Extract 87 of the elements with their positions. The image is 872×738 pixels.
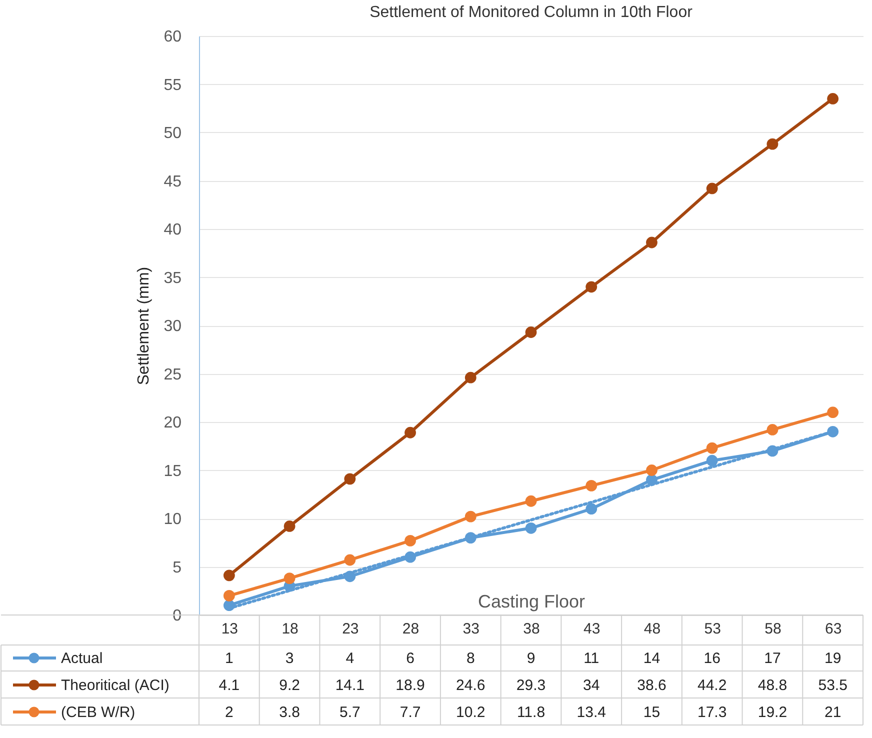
y-tick-label: 10 — [164, 511, 182, 528]
legend-label: Actual — [61, 650, 103, 667]
y-tick-label: 15 — [164, 462, 182, 480]
point — [586, 480, 598, 492]
point — [464, 510, 476, 522]
data-label: 15 — [643, 704, 660, 721]
x-tick-label: 23 — [342, 620, 359, 638]
y-tick-label: 50 — [164, 125, 182, 142]
data-label: 17 — [764, 650, 781, 667]
data-label: 44.2 — [697, 677, 727, 694]
data-label: 17.3 — [697, 704, 727, 721]
data-label: 6 — [406, 650, 414, 667]
x-tick-label: 48 — [644, 620, 661, 638]
data-label: 2 — [225, 704, 234, 721]
legend-label: Theoritical (ACI) — [61, 677, 170, 694]
y-tick-label: 5 — [172, 559, 182, 576]
data-label: 19 — [824, 650, 842, 667]
data-label: 14.1 — [335, 677, 365, 694]
data-label: 4 — [346, 650, 354, 667]
point — [766, 138, 778, 150]
point — [646, 464, 658, 476]
data-label: 11.8 — [516, 704, 546, 721]
point — [766, 424, 778, 436]
data-label: 16 — [704, 650, 720, 667]
y-tick-label: 25 — [164, 366, 182, 384]
y-tick-label: 35 — [164, 270, 182, 287]
y-tick-label: 40 — [164, 222, 182, 238]
point — [827, 93, 839, 104]
data-label: 5.7 — [339, 704, 360, 721]
data-label: 53.5 — [818, 677, 848, 694]
point — [525, 495, 537, 507]
point — [706, 442, 718, 454]
y-tick-label: 55 — [164, 76, 182, 94]
x-tick-label: 43 — [584, 620, 600, 638]
data-label: 21 — [824, 704, 842, 721]
data-label: 19.2 — [758, 704, 788, 721]
point — [586, 281, 598, 293]
x-tick-label: 18 — [282, 620, 298, 638]
x-tick-label: 63 — [824, 620, 842, 638]
x-axis-title: Casting Floor — [478, 592, 586, 612]
y-tick-label: 20 — [164, 414, 182, 432]
data-label: 9.2 — [279, 677, 300, 694]
data-label: 4.1 — [218, 677, 240, 694]
x-tick-label: 58 — [764, 620, 782, 638]
x-tick-label: 28 — [402, 620, 420, 638]
data-label: 11 — [584, 650, 600, 667]
chart-title: Settlement of Monitored Column in 10th Floor — [370, 4, 694, 21]
legend-label: (CEB W/R) — [61, 704, 136, 721]
data-label: 10.2 — [456, 704, 486, 721]
point — [646, 236, 658, 248]
x-tick-label: 13 — [221, 620, 238, 638]
data-label: 29.3 — [516, 677, 546, 694]
data-label: 13.4 — [576, 704, 606, 721]
data-label: 18.9 — [396, 677, 425, 694]
data-label: 3.8 — [279, 704, 300, 721]
y-tick-label: 30 — [164, 318, 182, 335]
y-axis-title: Settlement (mm) — [136, 266, 153, 386]
point — [284, 520, 296, 532]
x-tick-label: 38 — [523, 620, 540, 638]
data-label: 8 — [466, 650, 475, 667]
point — [706, 454, 718, 466]
point — [344, 554, 356, 566]
data-label: 38.6 — [637, 677, 666, 694]
point — [284, 572, 296, 584]
point — [586, 503, 598, 515]
point — [525, 326, 537, 338]
point — [827, 406, 839, 418]
point — [404, 535, 416, 546]
data-label: 14 — [643, 650, 660, 667]
point — [525, 522, 537, 534]
point — [223, 590, 235, 602]
point — [223, 570, 235, 582]
data-label: 24.6 — [456, 677, 486, 694]
data-label: 3 — [285, 650, 294, 667]
point — [404, 426, 416, 438]
point — [706, 182, 718, 194]
data-label: 1 — [225, 650, 234, 667]
data-label: 34 — [583, 677, 600, 694]
point — [344, 473, 356, 485]
x-tick-label: 33 — [462, 620, 480, 638]
data-label: 48.8 — [758, 677, 788, 694]
x-tick-label: 53 — [704, 620, 721, 638]
point — [464, 372, 476, 384]
data-label: 7.7 — [400, 704, 421, 721]
data-label: 9 — [526, 650, 536, 667]
y-tick-label: 60 — [164, 28, 182, 46]
y-tick-label: 45 — [164, 173, 182, 190]
